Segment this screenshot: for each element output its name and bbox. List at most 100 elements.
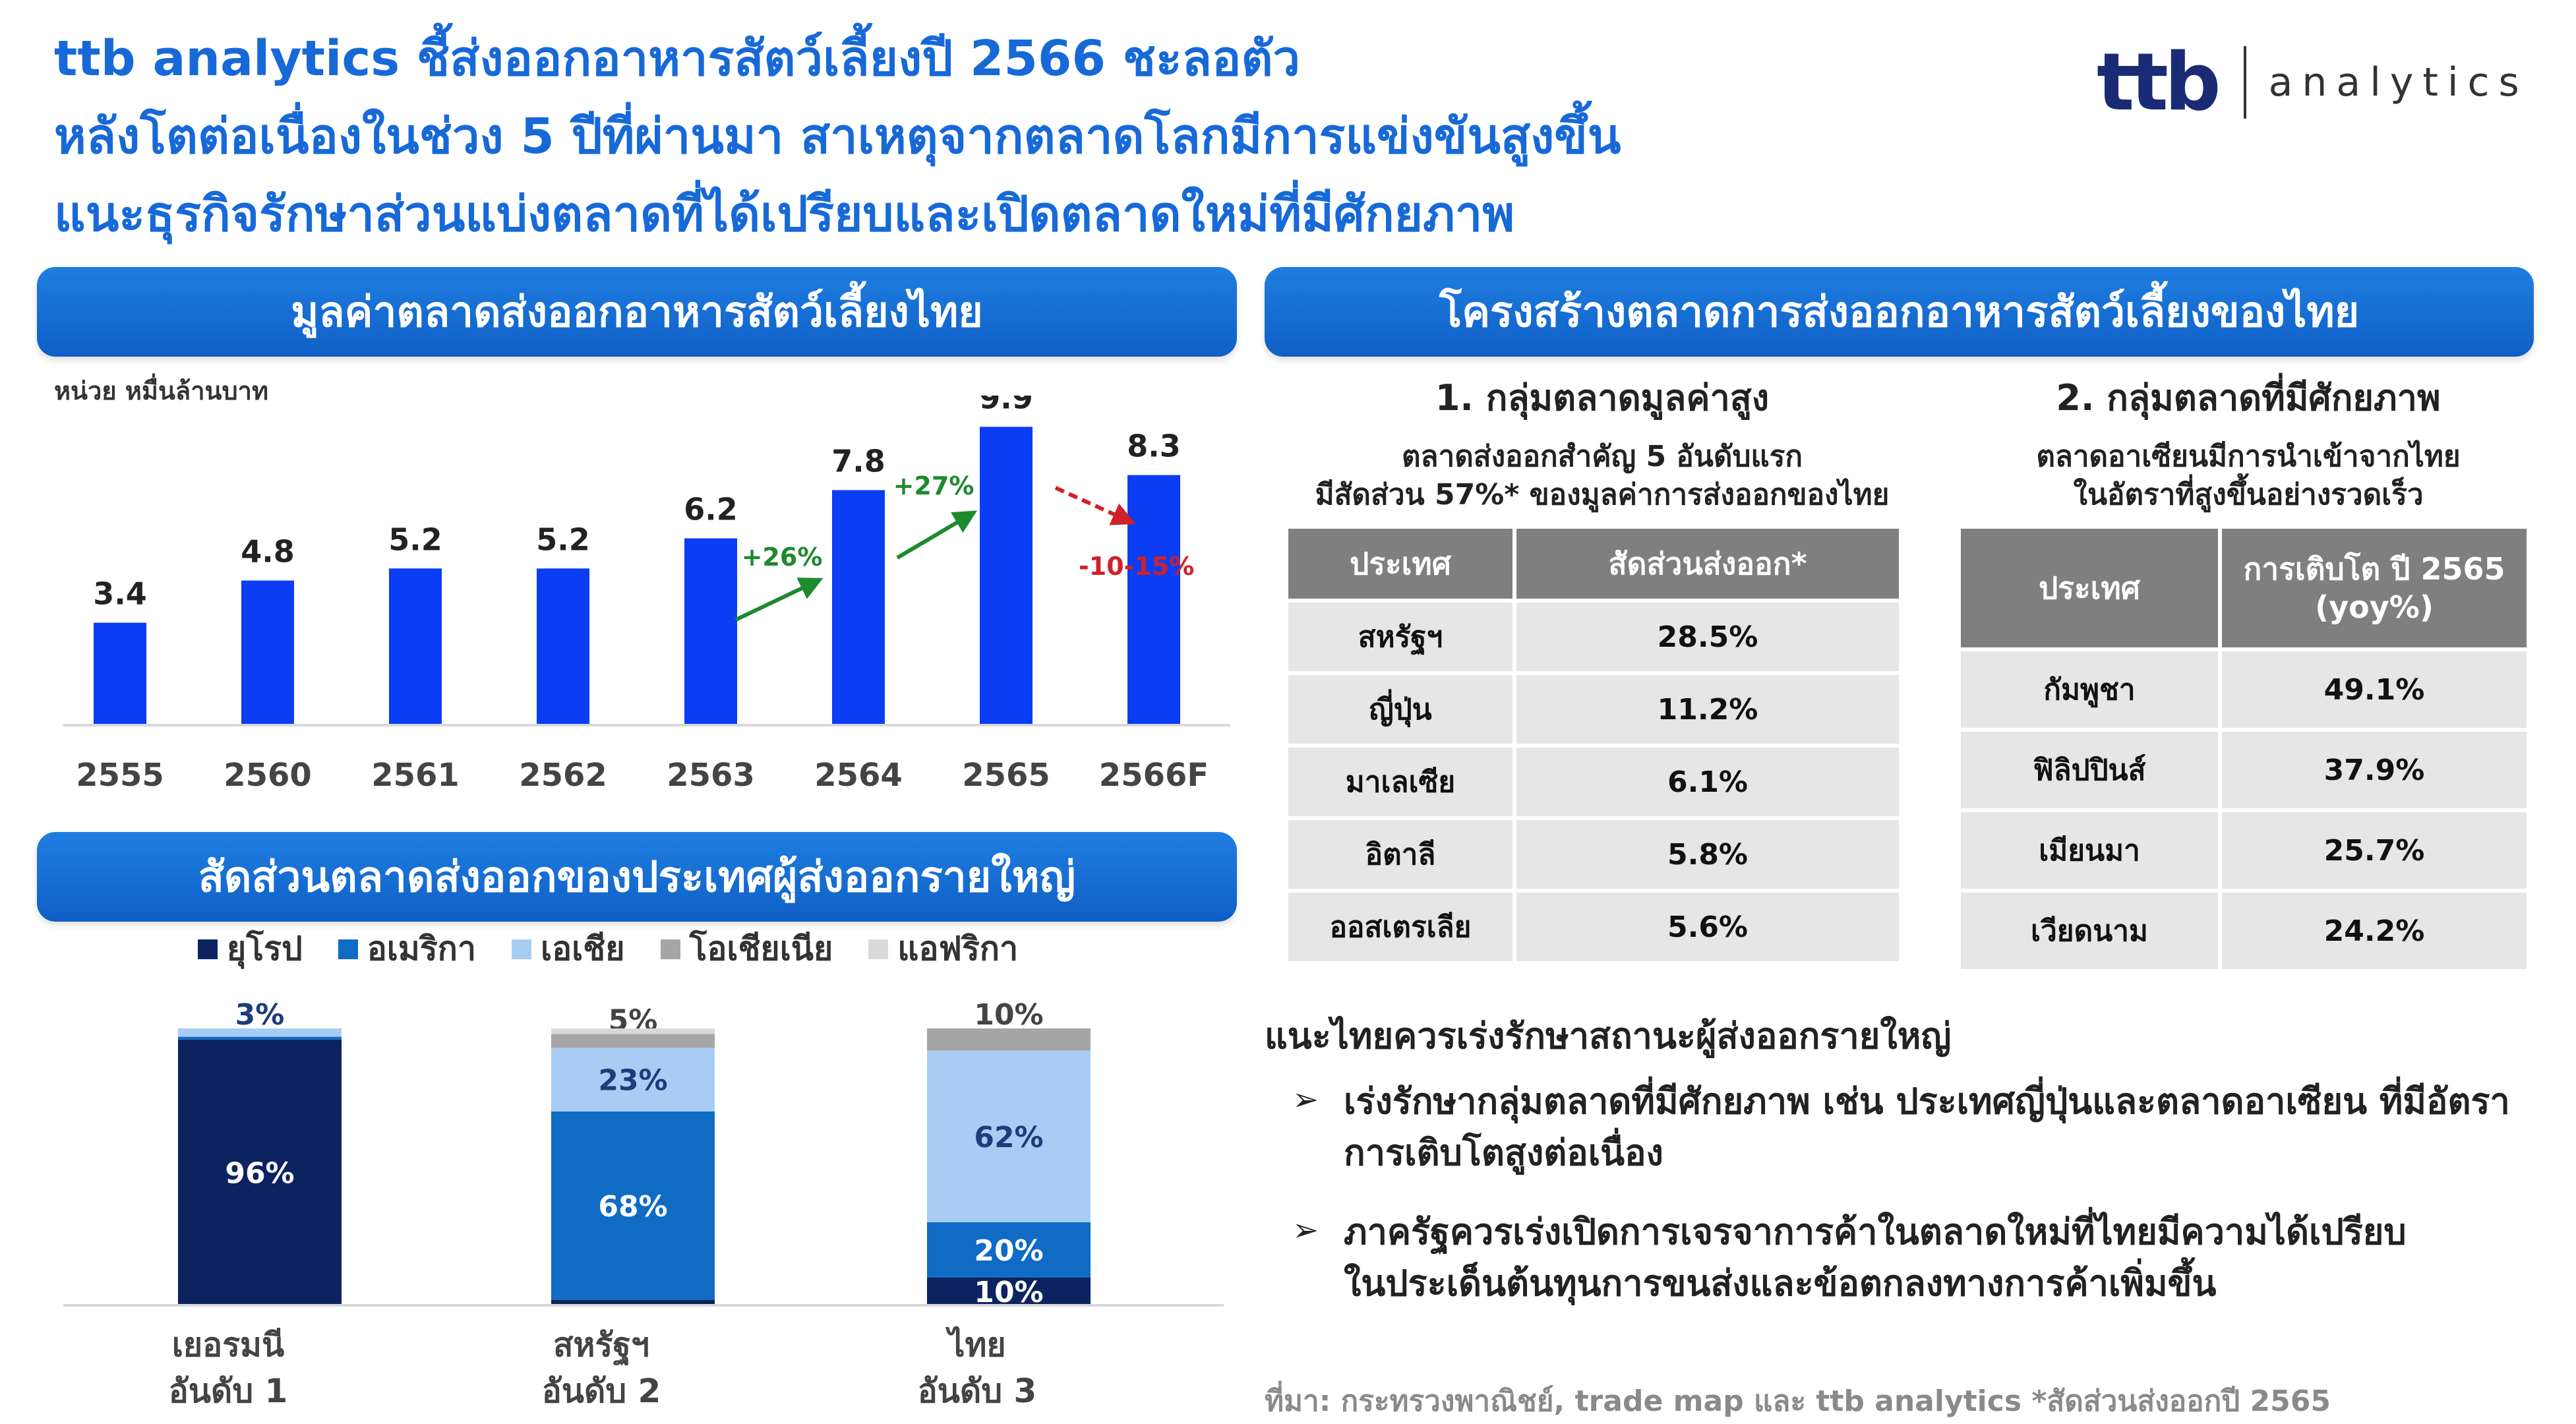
legend-item: อเมริกา [338,923,476,975]
stack-segment-label: 3% [235,998,285,1032]
table-row: เวียดนาม 24.2% [1961,893,2527,969]
bar-value-label: 8.3 [1127,429,1181,464]
stack-segment-label: 20% [974,1234,1043,1268]
headline: ttb analytics ชี้ส่งออกอาหารสัตว์เลี้ยงป… [54,20,1834,253]
growth-label-1: +26% [742,543,823,572]
stack-category-1-name: เยอรมนี [171,1326,285,1364]
bar-value-label: 4.8 [241,534,295,570]
country-cell: ฟิลิปปินส์ [1961,732,2218,808]
country-cell: มาเลเซีย [1288,748,1513,816]
ttb-analytics-logo: ttb analytics [2097,37,2529,129]
bar-2561 [389,568,442,725]
bar-2562 [537,568,589,725]
share-cell: 6.1% [1516,748,1899,816]
potential-group-title: 2. กลุ่มตลาดที่มีศักยภาพ [2056,377,2441,419]
structure-section-banner: โครงสร้างตลาดการส่งออกอาหารสัตว์เลี้ยงขอ… [1265,267,2534,357]
table-row: เมียนมา 25.7% [1961,812,2527,889]
legend-swatch [338,939,358,959]
table-header-growth: การเติบโต ปี 2565 (yoy%) [2222,529,2527,647]
stack-segment-label: 23% [598,1064,667,1098]
table-header-country: ประเทศ [1961,529,2218,647]
bar-category-label: 2560 [224,757,312,794]
stack-segment-label: 10% [974,1276,1043,1309]
bullet-1-line-2: การเติบโตสูงต่อเนื่อง [1344,1132,1663,1173]
stack-category-2-rank: อันดับ 2 [541,1372,661,1410]
high-value-group: 1. กลุ่มตลาดมูลค่าสูง ตลาดส่งออกสำคัญ 5 … [1279,369,1925,514]
table-header-country: ประเทศ [1288,529,1513,599]
logo-mark: ttb [2097,36,2221,129]
country-cell: สหรัฐฯ [1288,603,1513,671]
table-row: สหรัฐฯ 28.5% [1288,603,1899,671]
bar-2563 [684,538,737,725]
stack-legend: ยุโรป อเมริกา เอเชีย โอเชียเนีย แอฟริกา [198,923,1018,975]
table-header-growth-line-2: (yoy%) [2315,589,2434,625]
bullet-2-line-1: ภาครัฐควรเร่งเปิดการเจรจาการค้าในตลาดใหม… [1344,1211,2407,1253]
stack-segment-ยุโรป [178,1039,342,1305]
country-cell: ออสเตรเลีย [1288,893,1513,961]
table-header-growth-line-1: การเติบโต ปี 2565 [2243,551,2505,587]
bar-value-label: 5.2 [536,521,590,557]
legend-label: โอเชียเนีย [689,930,833,968]
bar-category-label: 2565 [962,757,1050,794]
legend-swatch [868,939,889,959]
bar-2565 [980,427,1033,725]
decline-label: -10-15% [1079,552,1194,581]
table-header-share: สัดส่วนส่งออก* [1516,529,1899,599]
bar-value-label: 7.8 [831,443,885,479]
growth-label-2: +27% [893,471,974,500]
share-cell: 11.2% [1516,675,1899,744]
bar-value-label: 6.2 [684,492,738,527]
stack-segment-เอเชีย [178,1028,342,1037]
headline-line-3: แนะธุรกิจรักษาส่วนแบ่งตลาดที่ได้เปรียบแล… [54,186,1515,243]
stack-segment-label: 96% [225,1156,294,1190]
growth-cell: 49.1% [2222,651,2527,728]
legend-label: อเมริกา [367,930,477,968]
country-cell: ญี่ปุ่น [1288,675,1513,744]
stack-segment-เอเชีย [927,1050,1091,1222]
legend-label: ยุโรป [227,930,303,968]
potential-group-desc-2: ในอัตราที่สูงขึ้นอย่างรวดเร็ว [2073,478,2424,512]
stack-segment-label: 10% [974,998,1043,1032]
stack-segment-อเมริกา [551,1112,715,1300]
bar-category-label: 2563 [667,757,755,794]
table-row: อิตาลี 5.8% [1288,820,1899,889]
country-cell: เมียนมา [1961,812,2218,889]
bar-value-label: 9.9 [979,396,1033,415]
stack-category-labels: เยอรมนี อันดับ 1 สหรัฐฯ อันดับ 2 ไทย อัน… [103,1322,1224,1414]
legend-item: เอเชีย [512,923,625,975]
stack-segment-เอเชีย [551,1048,715,1112]
stack-segment-โอเชียเนีย [927,1028,1091,1051]
legend-label: แอฟริกา [897,930,1019,968]
headline-line-1: ttb analytics ชี้ส่งออกอาหารสัตว์เลี้ยงป… [54,30,1301,87]
bar-unit-label: หน่วย หมื่นล้านบาท [54,376,269,405]
legend-swatch [512,939,532,959]
legend-item: ยุโรป [198,923,303,975]
potential-group-desc-1: ตลาดอาเซียนมีการนำเข้าจากไทย [2036,440,2461,473]
bar-section-banner: มูลค่าตลาดส่งออกอาหารสัตว์เลี้ยงไทย [37,267,1237,357]
bar-2566F [1127,475,1180,725]
stack-section-banner: สัดส่วนตลาดส่งออกของประเทศผู้ส่งออกรายให… [37,832,1237,922]
high-value-group-desc-2: มีสัดส่วน 57%* ของมูลค่าการส่งออกของไทย [1315,478,1890,512]
legend-item: แอฟริกา [868,923,1018,975]
table-header-row: ประเทศ การเติบโต ปี 2565 (yoy%) [1961,529,2527,647]
share-cell: 5.8% [1516,820,1899,889]
bar-category-label: 2564 [814,757,903,794]
recommendation-title: แนะไทยควรเร่งรักษาสถานะผู้ส่งออกรายใหญ่ [1265,1015,1952,1057]
table-row: ออสเตรเลีย 5.6% [1288,893,1899,961]
legend-swatch [660,939,680,959]
bullet-2-line-2: ในประเด็นต้นทุนการขนส่งและข้อตกลงทางการค… [1344,1262,2217,1304]
growth-cell: 24.2% [2222,893,2527,969]
stack-category-3: ไทย อันดับ 3 [852,1322,1102,1414]
growth-cell: 37.9% [2222,732,2527,808]
bullet-arrow-icon: ➢ [1292,1212,1319,1249]
stack-category-3-rank: อันดับ 3 [917,1372,1037,1410]
bar-2564 [832,490,885,725]
high-value-group-desc-1: ตลาดส่งออกสำคัญ 5 อันดับแรก [1401,440,1803,473]
stack-segment-ยุโรป [551,1299,715,1305]
share-cell: 5.6% [1516,893,1899,961]
stack-segment-อเมริกา [927,1222,1091,1278]
country-cell: อิตาลี [1288,820,1513,889]
stack-segment-ยุโรป [927,1278,1091,1305]
growth-arrow-2 [896,510,978,560]
source-note: ที่มา: กระทรวงพาณิชย์, trade map และ ttb… [1265,1384,2331,1418]
